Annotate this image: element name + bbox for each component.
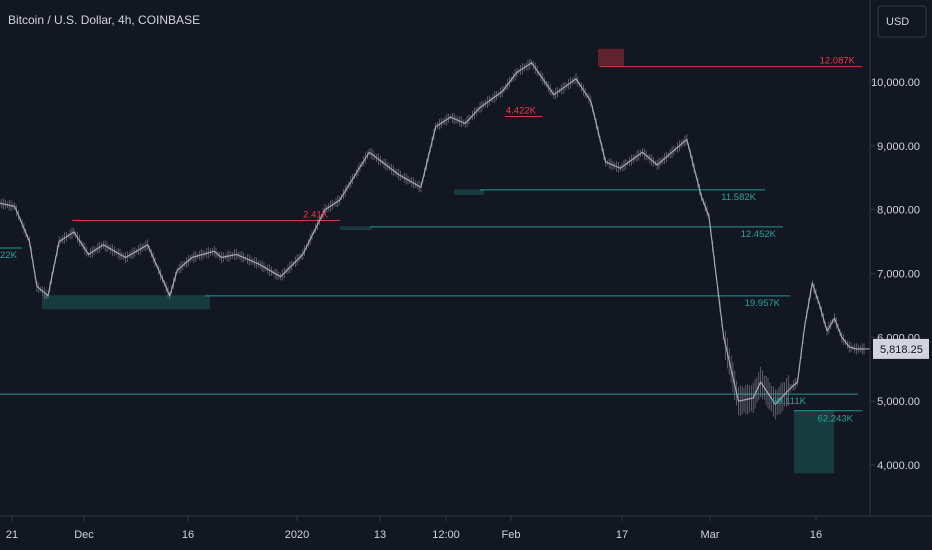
time-tick-label: Dec bbox=[74, 529, 94, 541]
zone-support bbox=[42, 295, 210, 310]
time-tick-label: Feb bbox=[502, 529, 521, 541]
zone-support bbox=[454, 189, 484, 195]
last-price-label: 5,818.25 bbox=[880, 344, 923, 356]
time-tick-label: 21 bbox=[6, 529, 18, 541]
price-tick-label: 9,000.00 bbox=[877, 141, 920, 153]
zone-support bbox=[340, 226, 372, 231]
level-label: 62.243K bbox=[818, 414, 854, 425]
currency-button-frame[interactable] bbox=[877, 5, 927, 38]
time-axis[interactable]: 21 Dec 16 2020 13 12:00 Feb 17 Mar 16 bbox=[6, 516, 822, 541]
time-tick-label: 16 bbox=[182, 529, 194, 541]
zones-layer bbox=[42, 48, 834, 474]
level-label: 69.111K bbox=[772, 396, 807, 407]
currency-button[interactable]: USD bbox=[877, 5, 927, 38]
price-tick-label: 7,000.00 bbox=[877, 269, 920, 281]
level-label: 19.957K bbox=[745, 298, 781, 309]
level-label: 2.41K bbox=[303, 210, 328, 221]
price-tick-label: 4,000.00 bbox=[877, 460, 920, 472]
price-axis[interactable]: 4,000.005,000.006,000.007,000.008,000.00… bbox=[870, 77, 920, 472]
level-label: 11.582K bbox=[721, 192, 756, 203]
zone-resistance bbox=[598, 48, 624, 67]
level-label: 4.422K bbox=[506, 105, 537, 116]
price-series bbox=[0, 58, 870, 420]
level-label: 12.087K bbox=[820, 56, 856, 67]
last-price-tag: 5,818.25 bbox=[873, 338, 929, 359]
price-tick-label: 5,000.00 bbox=[877, 396, 920, 408]
price-tick-label: 8,000.00 bbox=[877, 205, 920, 217]
time-tick-label: 16 bbox=[810, 529, 822, 541]
time-tick-label: 13 bbox=[374, 529, 386, 541]
last-price-box bbox=[873, 338, 929, 359]
level-lines bbox=[0, 66, 862, 412]
level-labels: 12.087K 4.422K 2.41K 11.582K 12.452K 19.957K 6… bbox=[0, 56, 856, 425]
time-tick-label: 2020 bbox=[285, 529, 309, 541]
time-tick-label: 17 bbox=[616, 529, 628, 541]
currency-button-label[interactable]: USD bbox=[886, 16, 909, 28]
price-tick-label: 10,000.00 bbox=[871, 77, 920, 89]
level-label: 12.452K bbox=[741, 229, 777, 240]
level-label: 22K bbox=[0, 250, 18, 261]
time-tick-label: 12:00 bbox=[432, 529, 460, 541]
zone-support bbox=[794, 410, 834, 474]
chart-title: Bitcoin / U.S. Dollar, 4h, COINBASE bbox=[8, 13, 200, 27]
time-tick-label: Mar bbox=[701, 529, 720, 541]
